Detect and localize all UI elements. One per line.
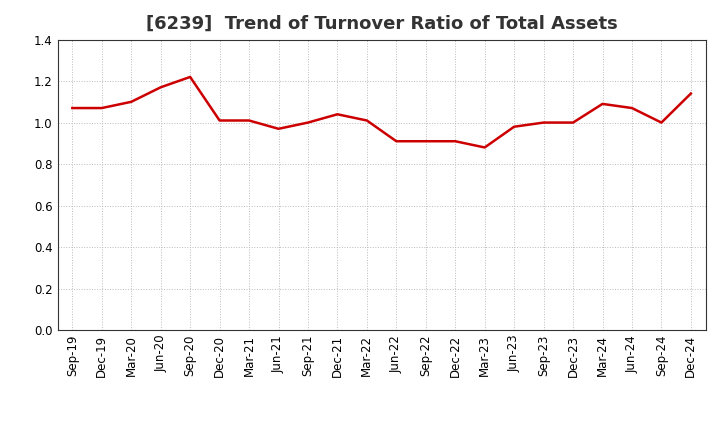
Title: [6239]  Trend of Turnover Ratio of Total Assets: [6239] Trend of Turnover Ratio of Total … <box>145 15 618 33</box>
